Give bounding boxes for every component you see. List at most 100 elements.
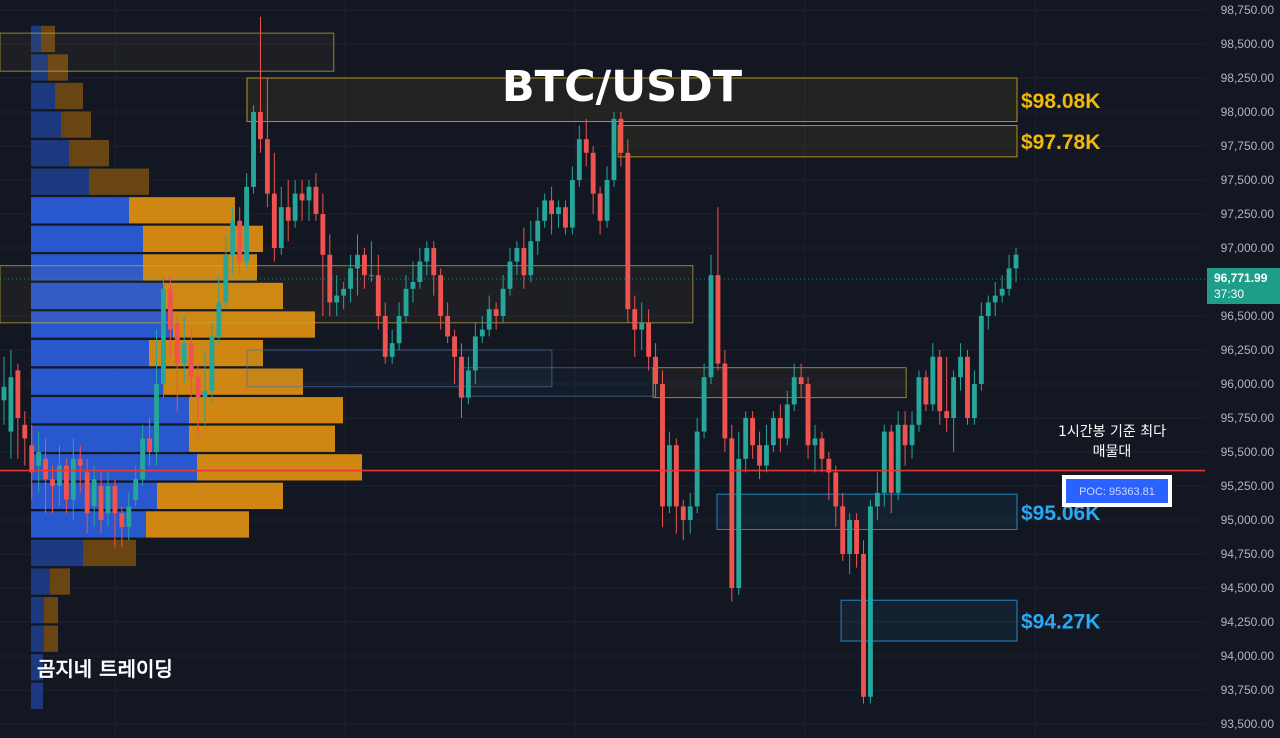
- candle-body: [417, 261, 423, 282]
- candle-body: [687, 506, 693, 520]
- candle-body: [57, 465, 62, 486]
- last-price-label: 96,771.99: [1214, 271, 1268, 285]
- candle-body: [320, 214, 326, 255]
- timeframe-note-line2: 매물대: [1093, 444, 1132, 460]
- volume-bar-sell: [149, 339, 263, 367]
- volume-bar-sell: [143, 225, 263, 252]
- candle-body: [174, 322, 180, 364]
- candle-body: [188, 343, 194, 378]
- candle-body: [639, 322, 645, 330]
- candle-body: [77, 458, 83, 466]
- candle-body: [396, 316, 402, 344]
- candle-body: [50, 479, 55, 486]
- candles: [1, 16, 1019, 704]
- candle-body: [36, 452, 42, 466]
- y-tick-label: 97,000.00: [1221, 241, 1275, 255]
- candle-body: [770, 418, 776, 446]
- candle-body: [992, 295, 998, 303]
- candle-body: [729, 438, 735, 588]
- volume-bar-sell: [189, 425, 335, 452]
- candle-body: [736, 458, 742, 588]
- candle-body: [230, 220, 236, 255]
- volume-bar-sell: [146, 511, 249, 538]
- candle-body: [472, 336, 478, 371]
- y-tick-label: 93,750.00: [1221, 683, 1275, 697]
- volume-bar-buy: [31, 311, 173, 338]
- levels: [246, 77, 1018, 642]
- volume-bar-sell: [44, 625, 58, 652]
- volume-bar-buy: [31, 168, 89, 195]
- candle-body: [70, 458, 76, 500]
- candle-body: [237, 220, 243, 262]
- candle-body: [147, 438, 152, 452]
- candle-body: [514, 248, 520, 262]
- candle-body: [930, 356, 936, 405]
- candle-body: [958, 356, 963, 378]
- candle-body: [264, 139, 270, 194]
- candle-body: [43, 458, 49, 480]
- volume-bar-sell: [44, 596, 58, 624]
- candle-body: [985, 302, 991, 316]
- candle-body: [583, 139, 589, 153]
- candle-body: [63, 465, 69, 500]
- volume-bar-sell: [163, 368, 303, 395]
- y-tick-label: 94,250.00: [1221, 615, 1275, 629]
- y-tick-label: 96,250.00: [1221, 343, 1275, 357]
- candle-body: [223, 254, 229, 303]
- candle-body: [355, 254, 360, 269]
- candle-body: [403, 288, 409, 316]
- candle-body: [528, 241, 534, 276]
- candle-body: [632, 309, 638, 330]
- y-tick-label: 94,000.00: [1221, 649, 1275, 663]
- y-tick-label: 98,250.00: [1221, 71, 1275, 85]
- candle-body: [715, 275, 721, 364]
- candle-body: [680, 506, 686, 520]
- candle-body: [341, 288, 347, 296]
- candle-body: [576, 139, 582, 180]
- candle-body: [1006, 268, 1012, 289]
- candle-body: [784, 404, 790, 439]
- candle-body: [611, 118, 617, 180]
- y-tick-label: 97,500.00: [1221, 173, 1275, 187]
- candle-body: [549, 200, 555, 214]
- candle-body: [382, 316, 388, 357]
- candle-body: [285, 207, 291, 221]
- candle-body: [195, 377, 201, 398]
- volume-bar-sell: [48, 54, 68, 81]
- volume-bar-buy: [31, 339, 149, 367]
- candle-body: [348, 268, 354, 289]
- candle-body: [874, 492, 880, 507]
- volume-bar-sell: [197, 454, 362, 481]
- volume-bar-sell: [89, 168, 149, 195]
- candle-body: [805, 384, 811, 446]
- volume-bar-buy: [31, 111, 61, 138]
- candle-body: [569, 180, 575, 228]
- candle-body: [618, 118, 624, 153]
- y-tick-label: 97,750.00: [1221, 139, 1275, 153]
- candle-body: [999, 288, 1005, 296]
- volume-bar-buy: [31, 197, 129, 224]
- candle-body: [154, 384, 159, 452]
- candle-body: [507, 261, 513, 289]
- zone-box: [652, 367, 907, 399]
- candle-body: [791, 377, 797, 405]
- candle-body: [410, 282, 416, 289]
- candle-body: [923, 377, 929, 405]
- volume-bar-buy: [31, 625, 44, 652]
- volume-bar-buy: [31, 397, 189, 424]
- candle-body: [978, 316, 984, 384]
- volume-bar-sell: [55, 82, 83, 110]
- candle-body: [452, 336, 457, 357]
- candle-body: [556, 207, 561, 214]
- y-tick-label: 95,000.00: [1221, 513, 1275, 527]
- candle-body: [181, 343, 187, 364]
- volume-bar-buy: [31, 596, 44, 624]
- chart-title: BTC/USDT: [502, 62, 743, 112]
- candle-body: [881, 431, 887, 493]
- timeframe-note-line1: 1시간봉 기준 최다: [1058, 424, 1166, 440]
- y-tick-label: 95,750.00: [1221, 411, 1275, 425]
- candle-body: [798, 377, 804, 384]
- y-tick-label: 94,750.00: [1221, 547, 1275, 561]
- volume-bar-buy: [31, 539, 83, 567]
